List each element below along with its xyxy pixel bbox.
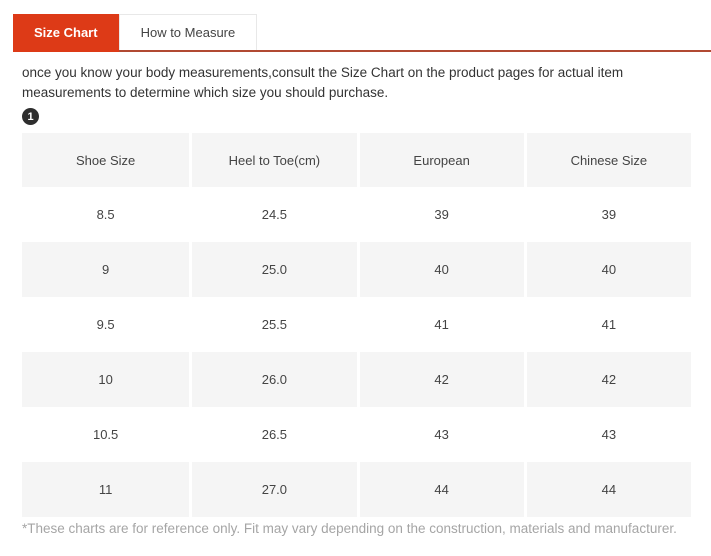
cell-european: 42 (356, 352, 524, 407)
cell-chinese-size: 44 (523, 462, 691, 517)
table-row: 10 26.0 42 42 (22, 352, 691, 407)
cell-shoe-size: 11 (22, 462, 190, 517)
cell-chinese-size: 41 (523, 297, 691, 352)
cell-shoe-size: 9 (22, 242, 190, 297)
cell-european: 44 (356, 462, 524, 517)
table-row: 9.5 25.5 41 41 (22, 297, 691, 352)
cell-heel-to-toe: 27.0 (189, 462, 357, 517)
cell-heel-to-toe: 26.0 (189, 352, 357, 407)
cell-shoe-size: 10.5 (22, 407, 190, 462)
disclaimer-text: *These charts are for reference only. Fi… (22, 521, 677, 536)
table-row: 10.5 26.5 43 43 (22, 407, 691, 462)
cell-heel-to-toe: 25.0 (189, 242, 357, 297)
cell-european: 43 (356, 407, 524, 462)
cell-chinese-size: 39 (523, 187, 691, 242)
size-chart-table: Shoe Size Heel to Toe(cm) European Chine… (22, 133, 691, 517)
column-header-shoe-size: Shoe Size (22, 133, 190, 187)
cell-shoe-size: 9.5 (22, 297, 190, 352)
cell-shoe-size: 8.5 (22, 187, 190, 242)
cell-european: 40 (356, 242, 524, 297)
cell-chinese-size: 42 (523, 352, 691, 407)
table-row: 9 25.0 40 40 (22, 242, 691, 297)
cell-heel-to-toe: 24.5 (189, 187, 357, 242)
tab-bar: Size Chart How to Measure (13, 14, 711, 52)
column-header-heel-to-toe: Heel to Toe(cm) (189, 133, 357, 187)
table-row: 8.5 24.5 39 39 (22, 187, 691, 242)
table-header-row: Shoe Size Heel to Toe(cm) European Chine… (22, 133, 691, 187)
tab-how-to-measure[interactable]: How to Measure (118, 14, 258, 50)
cell-european: 41 (356, 297, 524, 352)
step-1-badge: 1 (22, 108, 39, 125)
column-header-chinese-size: Chinese Size (523, 133, 691, 187)
cell-heel-to-toe: 26.5 (189, 407, 357, 462)
table-row: 11 27.0 44 44 (22, 462, 691, 517)
cell-chinese-size: 43 (523, 407, 691, 462)
cell-shoe-size: 10 (22, 352, 190, 407)
tab-size-chart[interactable]: Size Chart (13, 14, 119, 52)
cell-heel-to-toe: 25.5 (189, 297, 357, 352)
cell-chinese-size: 40 (523, 242, 691, 297)
column-header-european: European (356, 133, 524, 187)
intro-text: once you know your body measurements,con… (22, 65, 624, 100)
cell-european: 39 (356, 187, 524, 242)
